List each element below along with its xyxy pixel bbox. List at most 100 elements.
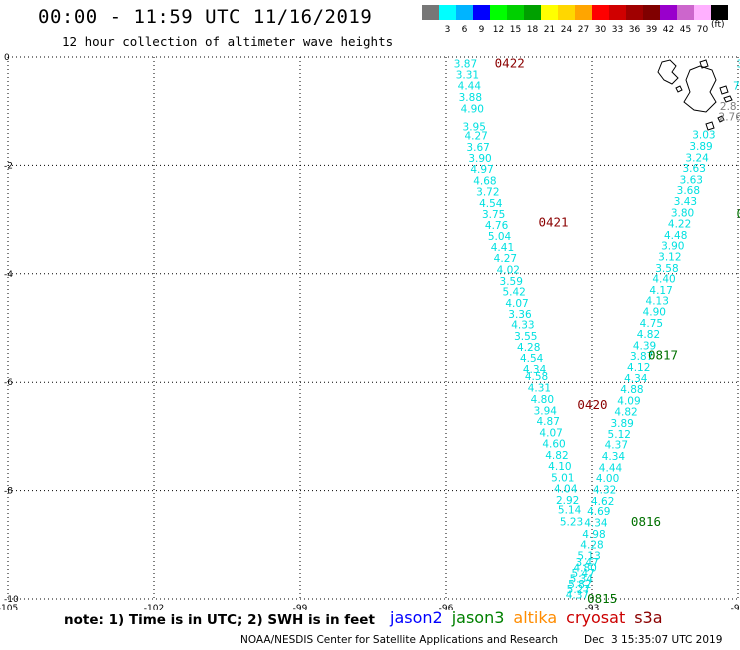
wave-height-label: 3.24 [685, 152, 709, 164]
wave-height-label: 3.03 [692, 130, 715, 142]
x-tick-label: -93 [585, 604, 600, 610]
credit-text: NOAA/NESDIS Center for Satellite Applica… [240, 634, 558, 646]
pass-time-label: 0420 [577, 397, 607, 412]
color-swatch [609, 5, 626, 20]
wave-height-label: 3.63 [680, 174, 703, 186]
color-swatch [677, 5, 694, 20]
wave-height-label: 4.13 [646, 295, 669, 307]
wave-height-label: 4.54 [479, 198, 503, 210]
island-outline [723, 95, 733, 103]
island-outline [719, 85, 729, 95]
wave-height-label: 4.07 [505, 298, 528, 310]
wave-height-label: 4.87 [537, 416, 560, 428]
color-scale-label: 3 [444, 25, 451, 35]
island-outline [657, 59, 679, 85]
wave-height-values: 4.375.275.825.345.474.803.475.134.284.98… [454, 59, 740, 602]
x-tick-label: -99 [293, 604, 308, 610]
y-tick-label: -6 [4, 378, 13, 388]
wave-height-label: 4.80 [531, 394, 554, 406]
wave-height-label: 3.87 [630, 351, 653, 363]
satellite-altika: altika [513, 608, 558, 627]
wave-height-label: 3.72 [476, 186, 499, 198]
wave-height-label: 4.44 [599, 462, 623, 474]
color-swatch [473, 5, 490, 20]
wave-height-label: 4.27 [494, 253, 517, 265]
land-outline [657, 59, 733, 131]
color-scale-label: 45 [679, 25, 692, 35]
color-scale-unit: (ft) [711, 20, 725, 30]
color-scale-label: 36 [628, 25, 641, 35]
x-tick-label: -102 [144, 604, 164, 610]
wave-height-label: 4.82 [637, 329, 660, 341]
wave-height-label: 3.90 [468, 153, 491, 165]
x-tick-label: -90 [731, 604, 740, 610]
y-tick-label: -2 [4, 161, 13, 171]
wave-height-label: 3.75 [482, 209, 505, 221]
wave-height-label: 4.34 [602, 451, 626, 463]
color-swatch [507, 5, 524, 20]
wave-height-label: 4.76 [485, 220, 509, 232]
wave-height-label: 4.75 [640, 318, 663, 330]
wave-height-label: 4.12 [627, 362, 650, 374]
color-swatch [456, 5, 473, 20]
wave-height-label: 4.02 [497, 264, 520, 276]
wave-height-label: 4.82 [545, 450, 568, 462]
wave-height-label: 3.67 [466, 142, 489, 154]
wave-height-label: 3.95 [463, 121, 486, 133]
wave-height-label: 4.40 [652, 274, 675, 286]
wave-height-label: 5.12 [608, 429, 631, 441]
color-swatch [711, 5, 728, 20]
color-swatch [575, 5, 592, 20]
wave-height-label: 4.54 [520, 353, 544, 365]
color-scale-label: 27 [577, 25, 590, 35]
wave-height-label: 4.28 [580, 539, 603, 551]
color-swatch [490, 5, 507, 20]
time-labels: 0422 0421 0420 08 0817 0816 0815 [495, 56, 740, 606]
y-tick-label: 0 [4, 53, 10, 63]
wave-height-label: 3.63 [683, 163, 706, 175]
color-swatch [439, 5, 456, 20]
wave-height-label: 5.27 [567, 584, 590, 596]
wave-height-label: 4.41 [491, 242, 514, 254]
color-swatch [626, 5, 643, 20]
wave-height-label: 4.34 [584, 518, 608, 530]
island-outline [717, 115, 725, 123]
color-swatch [643, 5, 660, 20]
credit-line: NOAA/NESDIS Center for Satellite Applica… [240, 634, 722, 646]
wave-height-label: 3 [737, 59, 740, 71]
satellite-jason3: jason3 [451, 608, 505, 627]
wave-height-label: 4.68 [473, 176, 496, 188]
wave-height-label: 4.80 [573, 563, 596, 575]
color-swatch [541, 5, 558, 20]
color-swatch [524, 5, 541, 20]
wave-height-label: 3.31 [456, 69, 479, 81]
wave-height-label: 3.43 [674, 196, 697, 208]
color-scale-label: 70 [696, 25, 709, 35]
wave-height-label: 4.31 [528, 383, 551, 395]
color-swatch [660, 5, 677, 20]
wave-height-label: 3.12 [658, 251, 681, 263]
wave-height-label: 3.90 [661, 241, 684, 253]
pass-time-label: 0815 [587, 591, 617, 606]
altimeter-map: -105-102-99-96-93-900-2-4-6-8-10 4.375.2… [0, 53, 740, 610]
wave-height-label: 4.90 [643, 307, 666, 319]
wave-height-label: 5.47 [572, 568, 595, 580]
wave-height-label: 4.07 [539, 428, 562, 440]
wave-height-label: 4.10 [548, 461, 571, 473]
wave-height-label: 4.60 [542, 438, 565, 450]
x-tick-label: -96 [439, 604, 454, 610]
wave-height-label: 3.94 [534, 405, 558, 417]
wave-height-label: 4.88 [620, 384, 643, 396]
wave-height-label: 4.44 [458, 81, 482, 93]
pass-time-label: 0422 [495, 56, 525, 71]
wave-height-label: 3.89 [610, 418, 633, 430]
color-scale-label: 6 [461, 25, 468, 35]
color-swatch [694, 5, 711, 20]
color-scale-label: 42 [662, 25, 675, 35]
wave-height-label: 2.76 [719, 112, 740, 124]
wave-height-label: 3.89 [689, 141, 712, 153]
wave-height-label: 5.82 [568, 579, 591, 591]
island-outline [699, 59, 709, 69]
wave-height-label: 3.87 [454, 59, 477, 71]
wave-height-label: 4.04 [554, 483, 578, 495]
